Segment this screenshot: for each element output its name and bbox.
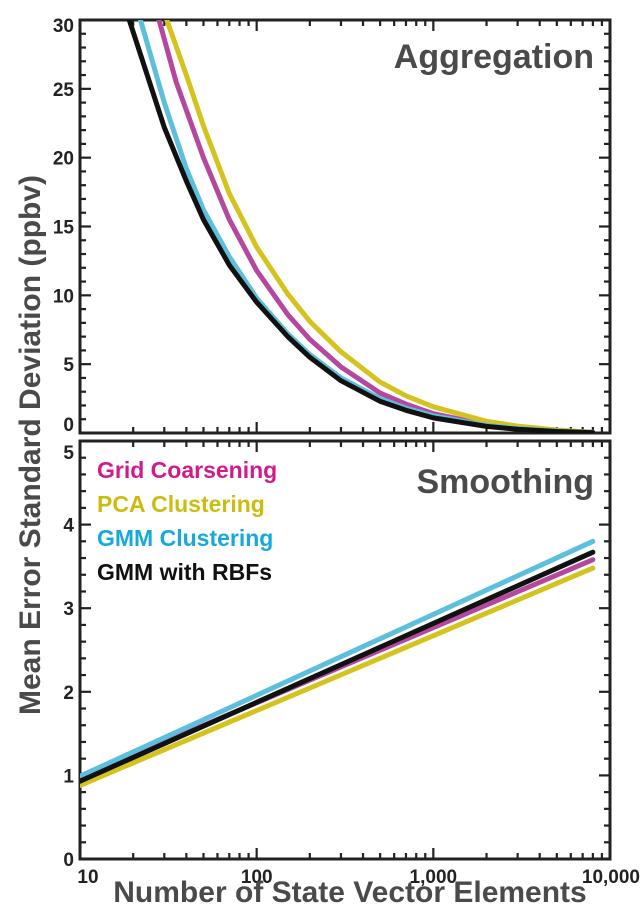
y-axis-title: Mean Error Standard Deviation (ppbv) — [14, 175, 47, 715]
y-tick-label: 20 — [53, 149, 74, 170]
x-tick-labels: 10 100 1,000 10,000 — [77, 867, 640, 888]
series-line-gmm-clustering — [80, 538, 596, 779]
aggregation-y-tick-labels: 0 5 10 15 20 25 30 — [53, 16, 75, 436]
series-line-pca-clustering — [80, 565, 596, 788]
y-tick-label: 4 — [63, 516, 74, 537]
smoothing-series — [80, 538, 596, 788]
series-line-grid-coarsening — [156, 20, 596, 433]
y-tick-label: 10 — [53, 286, 74, 307]
aggregation-panel-title: Aggregation — [394, 38, 594, 76]
x-tick-label: 100 — [241, 867, 273, 888]
series-line-gmm-with-rbfs — [80, 549, 596, 784]
y-tick-label: 3 — [63, 599, 74, 620]
x-tick-label: 10 — [77, 867, 98, 888]
legend: Grid Coarsening PCA Clustering GMM Clust… — [97, 457, 277, 585]
smoothing-panel: Smoothing 0 1 2 3 4 5 Grid Coarsening PCA Clu… — [63, 439, 612, 871]
smoothing-panel-frame — [78, 439, 612, 861]
series-line-gmm-with-rbfs — [126, 20, 596, 433]
legend-entry-gmm-clustering: GMM Clustering — [97, 525, 273, 551]
y-tick-label: 0 — [63, 850, 74, 871]
y-tick-label: 5 — [63, 355, 74, 376]
y-tick-label: 30 — [53, 16, 74, 37]
legend-entry-pca-clustering: PCA Clustering — [97, 491, 265, 517]
y-tick-label: 0 — [63, 415, 74, 436]
x-tick-label: 1,000 — [410, 867, 458, 888]
smoothing-y-tick-labels: 0 1 2 3 4 5 — [63, 443, 74, 871]
y-tick-label: 1 — [63, 766, 74, 787]
y-tick-label: 5 — [63, 443, 74, 464]
aggregation-panel: Aggregation 0 5 10 15 20 25 30 — [53, 16, 612, 436]
x-axis-title: Number of State Vector Elements — [113, 876, 586, 909]
aggregation-series — [126, 20, 596, 433]
series-line-pca-clustering — [164, 20, 596, 433]
y-tick-label: 15 — [53, 218, 75, 239]
smoothing-ticks — [78, 439, 610, 861]
aggregation-ticks — [78, 18, 610, 435]
legend-entry-gmm-with-rbfs: GMM with RBFs — [97, 559, 272, 585]
legend-entry-grid-coarsening: Grid Coarsening — [97, 457, 277, 483]
x-tick-label: 10,000 — [582, 867, 640, 888]
smoothing-panel-title: Smoothing — [416, 463, 594, 501]
y-tick-label: 2 — [63, 683, 74, 704]
y-tick-label: 25 — [53, 80, 75, 101]
